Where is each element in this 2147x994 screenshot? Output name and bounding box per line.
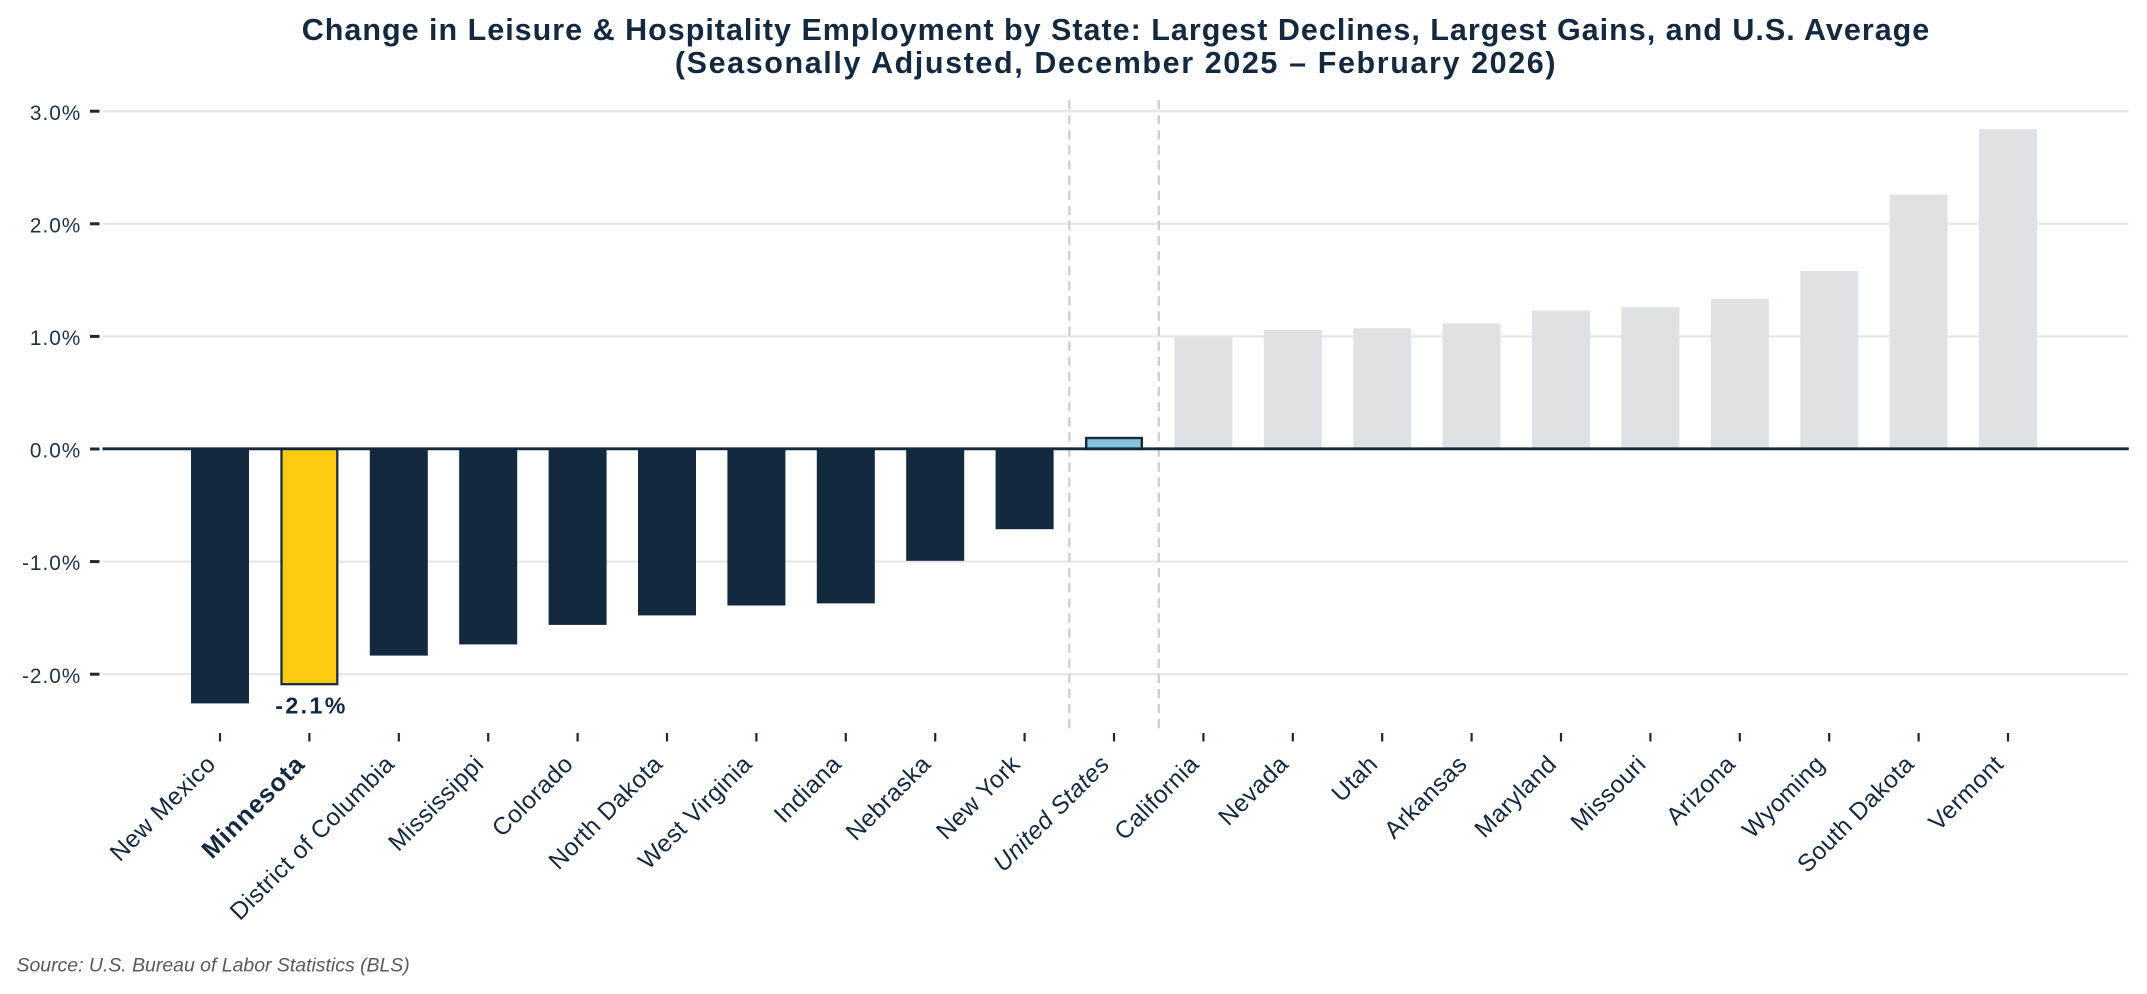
svg-text:1.0%: 1.0% bbox=[30, 327, 81, 350]
svg-text:(Seasonally Adjusted, December: (Seasonally Adjusted, December 2025 – Fe… bbox=[675, 46, 1557, 80]
svg-text:Change in Leisure & Hospitalit: Change in Leisure & Hospitality Employme… bbox=[302, 13, 1931, 47]
svg-text:-2.0%: -2.0% bbox=[22, 665, 81, 688]
svg-text:3.0%: 3.0% bbox=[30, 102, 81, 125]
svg-text:-1.0%: -1.0% bbox=[22, 552, 81, 575]
svg-text:0.0%: 0.0% bbox=[30, 440, 81, 463]
svg-text:2.0%: 2.0% bbox=[30, 214, 81, 237]
svg-text:-2.1%: -2.1% bbox=[275, 692, 348, 718]
svg-text:Source: U.S. Bureau of Labor S: Source: U.S. Bureau of Labor Statistics … bbox=[17, 955, 410, 977]
